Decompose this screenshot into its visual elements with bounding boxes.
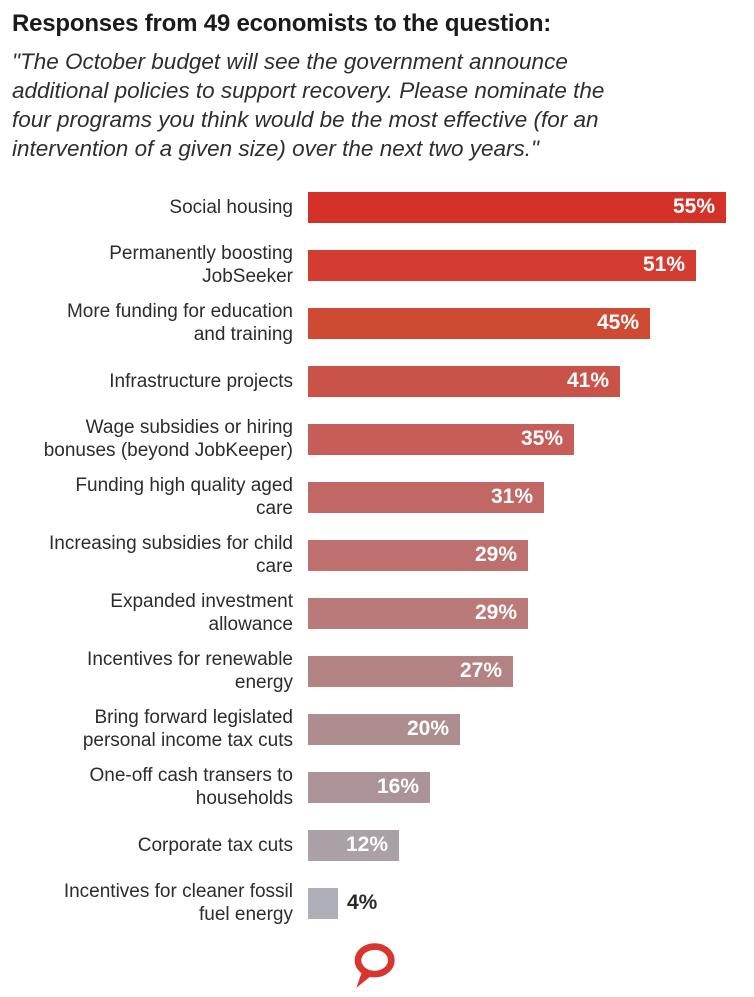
bar: 29% [308,597,528,629]
chart-row: More funding for education and training … [0,294,754,352]
bar-cell: 31% 31% [308,481,754,513]
category-label: More funding for education and training [66,301,293,345]
bar: 51% [308,249,696,281]
category-label: Bring forward legislated personal income… [82,707,293,751]
chart-row: Wage subsidies or hiring bonuses (beyond… [0,410,754,468]
value-label: 35% [520,427,563,450]
category-label: Social housing [169,196,293,218]
category-label: Wage subsidies or hiring bonuses (beyond… [43,417,293,461]
category-label: One-off cash transers to households [89,765,293,809]
value-label-outside: 4% [347,891,378,914]
value-label: 20% [406,717,449,740]
category-label: Permanently boosting JobSeeker [109,243,293,287]
chart-row: Social housing 55% 55% [0,178,754,236]
value-label: 45% [596,311,639,334]
value-label: 29% [474,601,517,624]
bar: 29% [308,539,528,571]
bar: 16% [308,771,430,803]
bar: 27% [308,655,513,687]
category-label: Infrastructure projects [109,370,293,392]
bar-cell: 41% 41% [308,365,754,397]
chart-row: Expanded investment allowance 29% 29% [0,584,754,642]
value-label: 16% [376,775,419,798]
value-label: 31% [490,485,533,508]
value-label: 41% [566,369,609,392]
the-conversation-logo-icon [348,942,398,992]
value-label: 51% [642,253,685,276]
bar: 20% [308,713,460,745]
category-label: Incentives for cleaner fossil fuel energ… [63,881,293,925]
bar-cell: 27% 27% [308,655,754,687]
bar: 41% [308,365,620,397]
bar-cell: 20% 20% [308,713,754,745]
bar: 55% [308,191,726,223]
bar-cell: 35% 35% [308,423,754,455]
value-label: 27% [459,659,502,682]
bar-cell: 12% 12% [308,829,754,861]
category-label: Increasing subsidies for child care [49,533,293,577]
category-label: Expanded investment allowance [110,591,293,635]
chart-row: Permanently boosting JobSeeker 51% 51% [0,236,754,294]
bar-cell: 45% 45% [308,307,754,339]
bar: 35% [308,423,574,455]
value-label: 55% [672,195,715,218]
bar-cell: 29% 29% [308,539,754,571]
bar-cell: 51% 51% [308,249,754,281]
chart-row: Incentives for renewable energy 27% 27% [0,642,754,700]
bar-cell: 16% 16% [308,771,754,803]
chart-row: Incentives for cleaner fossil fuel energ… [0,874,754,932]
bar-cell: 29% 29% [308,597,754,629]
bar: 12% [308,829,399,861]
chart-title: Responses from 49 economists to the ques… [12,10,552,37]
bar: 31% [308,481,544,513]
bar: 45% [308,307,650,339]
category-label: Funding high quality aged care [75,475,293,519]
chart-row: Funding high quality aged care 31% 31% [0,468,754,526]
survey-question: "The October budget will see the governm… [12,49,605,161]
bar-chart: Social housing 55% 55% Permanently boost… [0,178,754,932]
chart-row: Bring forward legislated personal income… [0,700,754,758]
category-label: Corporate tax cuts [137,834,293,856]
chart-row: Increasing subsidies for child care 29% … [0,526,754,584]
chart-row: One-off cash transers to households 16% … [0,758,754,816]
footer [348,942,754,994]
value-label: 12% [345,833,388,856]
chart-row: Infrastructure projects 41% 41% [0,352,754,410]
chart-row: Corporate tax cuts 12% 12% [0,816,754,874]
bar-cell: 55% 55% [308,191,754,223]
bar-cell: 4% 4% [308,887,754,919]
value-label: 29% [474,543,517,566]
category-label: Incentives for renewable energy [87,649,293,693]
bar: 4% [308,887,338,919]
header: Responses from 49 economists to the ques… [0,0,754,163]
